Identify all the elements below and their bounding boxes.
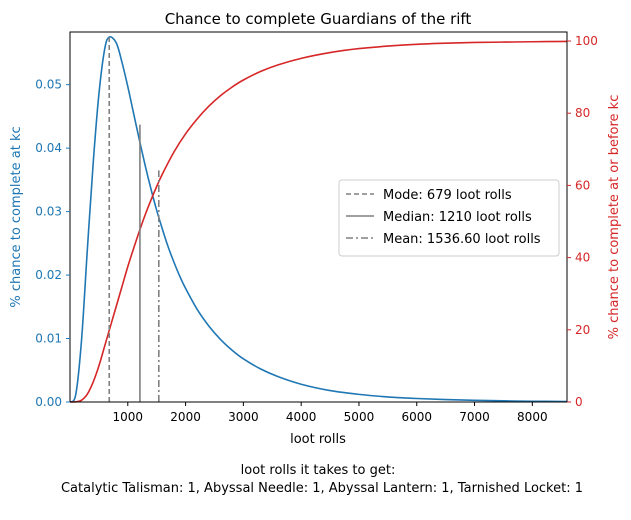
right-y-tick-label: 100 [575, 34, 598, 48]
x-tick-label: 2000 [170, 410, 201, 424]
right-y-axis: 0 20 40 60 80 100 [567, 34, 598, 409]
left-y-tick-label: 0.00 [35, 395, 62, 409]
marker-lines-layer [108, 37, 160, 402]
chart-title: Chance to complete Guardians of the rift [165, 10, 472, 28]
right-y-axis-label: % chance to complete at or before kc [607, 95, 622, 340]
right-y-tick-label: 20 [575, 323, 590, 337]
x-tick-label: 8000 [517, 410, 548, 424]
curves-layer [69, 36, 568, 403]
right-y-tick-label: 40 [575, 251, 590, 265]
left-y-tick-label: 0.02 [35, 268, 62, 282]
x-tick-label: 7000 [459, 410, 490, 424]
footer-line-2: Catalytic Talisman: 1, Abyssal Needle: 1… [61, 481, 583, 496]
plot-frame [69, 31, 568, 403]
right-y-tick-label: 0 [575, 395, 583, 409]
legend-mean-label: Mean: 1536.60 loot rolls [383, 232, 541, 247]
plot-area [69, 31, 568, 403]
legend-mode-label: Mode: 679 loot rolls [383, 188, 512, 203]
x-axis: 1000 2000 3000 4000 5000 6000 7000 8000 [113, 402, 548, 424]
left-y-axis-label: % chance to complete at kc [9, 126, 24, 307]
left-y-tick-label: 0.01 [35, 332, 62, 346]
x-tick-label: 4000 [286, 410, 317, 424]
x-tick-label: 5000 [344, 410, 375, 424]
legend-box [338, 179, 560, 257]
left-y-tick-label: 0.04 [35, 141, 62, 155]
cdf-curve [69, 40, 568, 403]
footer-line-1: loot rolls it takes to get: [241, 463, 396, 478]
right-y-tick-label: 60 [575, 178, 590, 192]
x-axis-label: loot rolls [290, 432, 346, 447]
left-y-axis: 0.00 0.01 0.02 0.03 0.04 0.05 [35, 78, 70, 409]
left-y-tick-label: 0.05 [35, 78, 62, 92]
x-tick-label: 1000 [113, 410, 144, 424]
x-tick-label: 6000 [401, 410, 432, 424]
legend: Mode: 679 loot rolls Median: 1210 loot r… [338, 179, 560, 257]
pdf-curve [69, 36, 568, 403]
x-tick-label: 3000 [228, 410, 259, 424]
left-y-tick-label: 0.03 [35, 205, 62, 219]
legend-median-label: Median: 1210 loot rolls [383, 210, 532, 225]
right-y-tick-label: 80 [575, 106, 590, 120]
